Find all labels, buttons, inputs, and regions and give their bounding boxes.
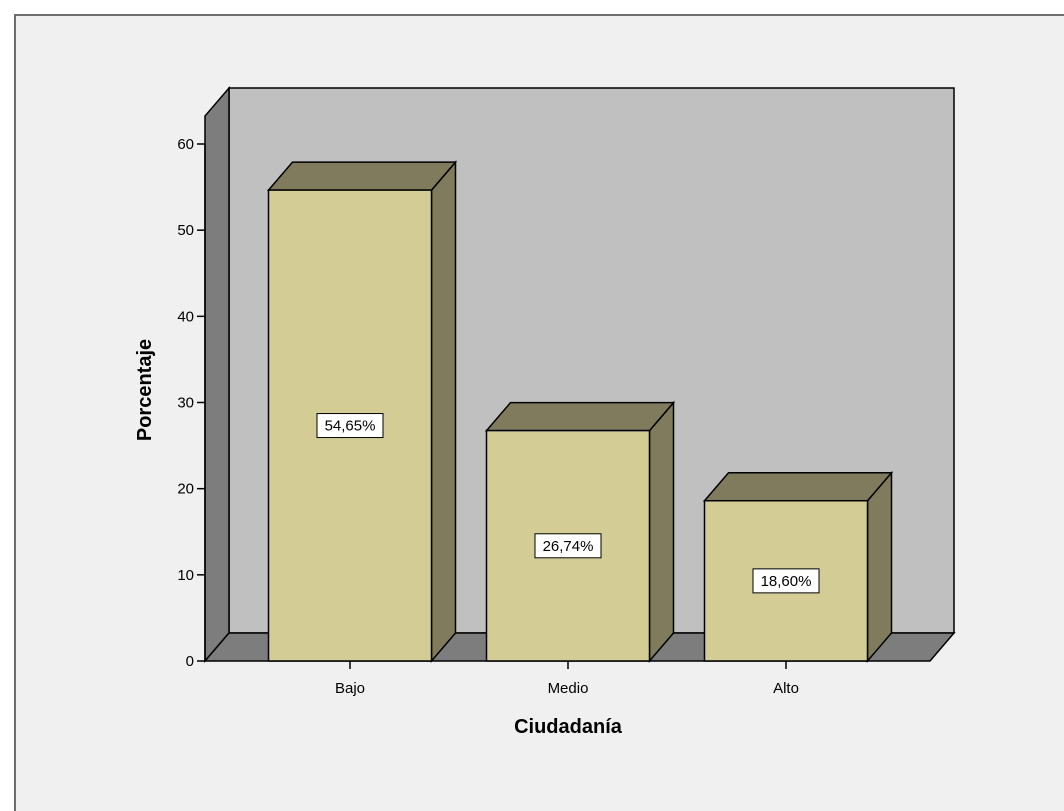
- y-axis-title: Porcentaje: [134, 339, 156, 441]
- x-tick-label: Medio: [548, 680, 589, 697]
- data-label-box: [534, 533, 602, 559]
- bar-side: [866, 470, 893, 664]
- x-tick-label: Alto: [773, 680, 799, 697]
- data-label: 26,74%: [543, 538, 594, 555]
- data-label: 18,60%: [761, 573, 812, 590]
- bar-top: [484, 401, 676, 432]
- bar-top: [702, 471, 894, 502]
- x-axis-title: Ciudadanía: [514, 716, 623, 738]
- bar-bajo: 54,65%: [266, 160, 458, 664]
- chart-side-wall: [204, 85, 230, 664]
- bar-side: [430, 160, 457, 664]
- x-tick-label: Bajo: [335, 680, 365, 697]
- bar-top: [266, 161, 458, 191]
- bar-medio: 26,74%: [484, 400, 676, 664]
- data-label-box: [752, 568, 820, 594]
- x-axis-ticks: Bajo Medio Alto: [335, 661, 799, 697]
- y-tick-label: 20: [177, 481, 194, 498]
- y-axis-ticks: 0 10 20 30 40 50 60: [177, 136, 205, 670]
- bar-side: [648, 400, 675, 664]
- y-tick-label: 60: [177, 136, 194, 153]
- y-tick-label: 0: [186, 653, 194, 670]
- data-label: 54,65%: [325, 418, 376, 435]
- bar-alto: 18,60%: [702, 470, 894, 664]
- y-tick-label: 30: [177, 395, 194, 412]
- y-tick-label: 50: [177, 222, 194, 239]
- y-tick-label: 40: [177, 308, 194, 325]
- bars-group: 54,65% 26,74% 18,60%: [266, 160, 894, 664]
- data-label-box: [316, 413, 384, 439]
- y-tick-label: 10: [177, 567, 194, 584]
